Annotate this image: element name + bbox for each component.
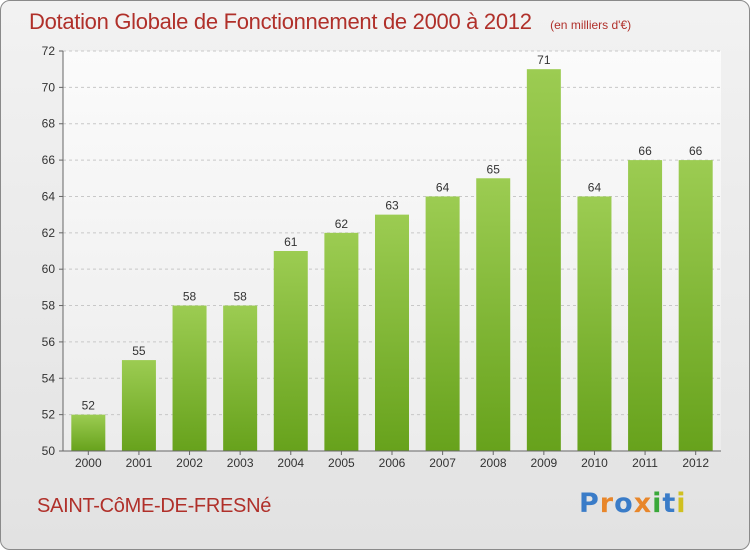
bar xyxy=(273,251,308,451)
proxiti-logo: Proxiti xyxy=(579,488,687,519)
y-tick-label: 64 xyxy=(42,189,56,203)
y-tick-label: 66 xyxy=(42,153,56,167)
x-tick-label: 2006 xyxy=(379,456,406,470)
logo-letter: x xyxy=(633,488,653,519)
commune-name: SAINT-CôME-DE-FRESNé xyxy=(37,495,272,517)
x-tick-label: 2011 xyxy=(632,456,658,470)
y-tick-label: 50 xyxy=(42,444,56,458)
data-label: 71 xyxy=(537,53,551,67)
data-label: 61 xyxy=(284,235,298,249)
bar xyxy=(526,69,561,451)
y-tick-label: 54 xyxy=(42,371,56,385)
logo-letter: o xyxy=(614,488,634,519)
x-tick-label: 2002 xyxy=(176,456,203,470)
bar xyxy=(324,232,359,451)
bar xyxy=(172,305,207,451)
logo-letter: P xyxy=(579,488,600,519)
x-tick-label: 2012 xyxy=(682,456,709,470)
chart-title: Dotation Globale de Fonctionnement de 20… xyxy=(29,9,532,34)
data-label: 65 xyxy=(487,162,501,176)
bar xyxy=(678,160,713,451)
logo-letter: t xyxy=(662,488,677,519)
bar xyxy=(71,414,106,451)
data-label: 66 xyxy=(689,144,703,158)
x-tick-label: 2004 xyxy=(277,456,304,470)
bar xyxy=(628,160,663,451)
logo-letter: i xyxy=(652,488,663,519)
x-tick-label: 2005 xyxy=(328,456,355,470)
x-tick-label: 2001 xyxy=(126,456,153,470)
x-tick-label: 2009 xyxy=(530,456,557,470)
y-tick-label: 72 xyxy=(42,44,56,58)
y-tick-label: 70 xyxy=(42,80,56,94)
y-tick-label: 60 xyxy=(42,262,56,276)
bar xyxy=(476,178,511,452)
bar xyxy=(375,214,409,451)
y-tick-label: 58 xyxy=(42,299,56,313)
data-label: 55 xyxy=(132,344,146,358)
bar xyxy=(121,360,156,451)
bar xyxy=(223,305,258,451)
data-label: 64 xyxy=(588,180,602,194)
y-tick-label: 62 xyxy=(42,226,56,240)
x-tick-label: 2008 xyxy=(480,456,507,470)
y-tick-label: 68 xyxy=(42,117,56,131)
x-tick-label: 2003 xyxy=(227,456,254,470)
data-label: 63 xyxy=(385,199,399,213)
data-label: 64 xyxy=(436,180,450,194)
logo-letter: r xyxy=(599,488,615,519)
title-line: Dotation Globale de Fonctionnement de 20… xyxy=(29,9,631,35)
data-label: 58 xyxy=(183,290,197,304)
data-label: 52 xyxy=(82,399,96,413)
x-tick-label: 2007 xyxy=(429,456,456,470)
y-tick-label: 52 xyxy=(42,408,56,422)
x-tick-label: 2010 xyxy=(581,456,608,470)
bar xyxy=(425,196,460,451)
y-tick-label: 56 xyxy=(42,335,56,349)
data-label: 62 xyxy=(335,217,349,231)
unit-label: (en milliers d'€) xyxy=(550,18,632,32)
bar xyxy=(577,196,612,451)
x-tick-label: 2000 xyxy=(75,456,102,470)
logo-letter: i xyxy=(676,488,687,519)
data-label: 66 xyxy=(638,144,652,158)
data-label: 58 xyxy=(233,290,247,304)
